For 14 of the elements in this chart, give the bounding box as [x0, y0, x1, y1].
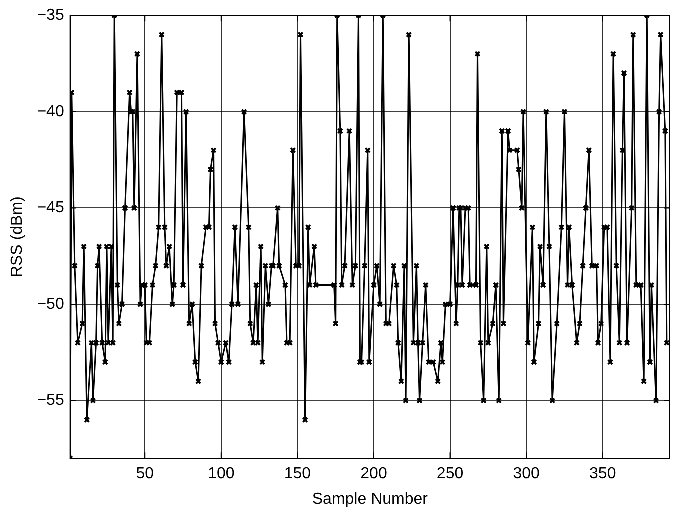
x-tick-label: 50: [136, 466, 154, 483]
y-tick-label: −40: [37, 103, 64, 120]
y-tick-label: −45: [37, 200, 64, 217]
x-tick-label: 250: [436, 466, 464, 483]
y-axis-title: RSS (dBm): [9, 196, 26, 278]
x-axis-title: Sample Number: [312, 490, 429, 508]
y-tick-label: −55: [37, 392, 64, 410]
x-tick-label: 100: [208, 466, 235, 483]
y-tick-label: −35: [37, 7, 64, 24]
x-tick-label: 150: [284, 466, 312, 483]
x-tick-label: 300: [513, 466, 540, 483]
x-tick-label: 350: [590, 466, 616, 483]
y-tick-label: −50: [37, 296, 64, 313]
x-tick-label: 200: [360, 466, 388, 483]
